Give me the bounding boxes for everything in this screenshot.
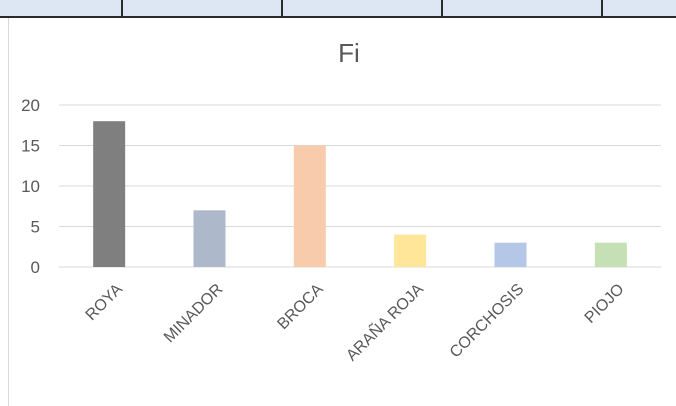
sheet-cell[interactable] bbox=[603, 0, 676, 18]
x-category-label: CORCHOSIS bbox=[447, 281, 528, 362]
bar-chart[interactable]: Fi 0 5 10 15 20 ROYA MINADOR BROCA ARAÑA ROJA CO… bbox=[9, 18, 676, 406]
chart-container[interactable]: Fi 0 5 10 15 20 ROYA MINADOR BROCA ARAÑA ROJA CO… bbox=[8, 18, 676, 406]
chart-title: Fi bbox=[338, 38, 360, 68]
x-category-label: PIOJO bbox=[582, 281, 628, 327]
bar-piojo[interactable] bbox=[594, 242, 627, 267]
bars bbox=[93, 121, 627, 267]
x-category-label: MINADOR bbox=[161, 281, 226, 346]
y-tick-label: 20 bbox=[21, 96, 40, 115]
bar-broca[interactable] bbox=[293, 145, 326, 268]
y-tick-label: 5 bbox=[31, 218, 40, 237]
bar-roya[interactable] bbox=[93, 121, 126, 267]
y-tick-label: 0 bbox=[31, 258, 40, 277]
sheet-cell[interactable] bbox=[0, 0, 123, 18]
x-category-label: ARAÑA ROJA bbox=[341, 278, 427, 364]
x-axis-category-labels: ROYA MINADOR BROCA ARAÑA ROJA CORCHOSIS PIOJO bbox=[83, 278, 628, 364]
x-category-label: ROYA bbox=[83, 281, 126, 324]
y-axis-tick-labels: 0 5 10 15 20 bbox=[21, 96, 40, 277]
sheet-cell[interactable] bbox=[443, 0, 603, 18]
spreadsheet-cell-row bbox=[0, 0, 676, 18]
gridlines bbox=[59, 104, 661, 268]
sheet-cell[interactable] bbox=[283, 0, 443, 18]
bar-araña-roja[interactable] bbox=[394, 234, 427, 267]
x-category-label: BROCA bbox=[274, 281, 326, 333]
sheet-cell[interactable] bbox=[123, 0, 283, 18]
bar-minador[interactable] bbox=[193, 210, 226, 267]
y-tick-label: 15 bbox=[21, 137, 40, 156]
bar-corchosis[interactable] bbox=[494, 242, 527, 267]
y-tick-label: 10 bbox=[21, 177, 40, 196]
